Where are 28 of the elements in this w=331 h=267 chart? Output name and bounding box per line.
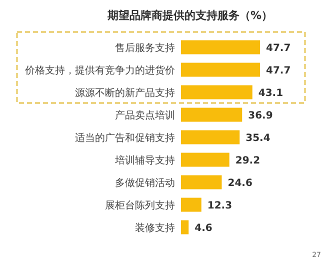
y-tick-label: 培训辅导支持 [114,154,175,166]
data-label: 4.6 [194,222,212,234]
chart-title: 期望品牌商提供的支持服务（%） [106,9,273,22]
data-label: 47.7 [266,65,291,76]
bar [181,152,230,167]
y-tick-label: 适当的广告和促销支持 [75,132,175,144]
y-tick-label: 展柜台陈列支持 [105,199,175,212]
y-tick-label: 源源不断的新产品支持 [75,86,175,99]
y-tick-label: 售后服务支持 [115,42,175,54]
y-tick-label: 产品卖点培训 [115,109,175,122]
bar [181,108,242,122]
data-label: 43.1 [258,88,284,99]
data-label: 29.2 [235,155,260,166]
bar [181,198,202,212]
bar [181,175,222,190]
data-label: 47.7 [266,42,291,54]
data-label: 36.9 [248,110,273,122]
bar [181,220,189,234]
y-tick-label: 价格支持，提供有竞争力的进货价 [24,64,175,76]
bar [181,85,252,100]
data-label: 24.6 [228,178,252,189]
data-label: 12.3 [207,200,232,212]
bar [181,130,240,144]
bar [181,62,260,77]
y-tick-label: 多做促销活动 [115,176,175,189]
bar [181,40,260,54]
y-tick-label: 装修支持 [135,222,175,234]
data-label: 35.4 [246,132,270,144]
